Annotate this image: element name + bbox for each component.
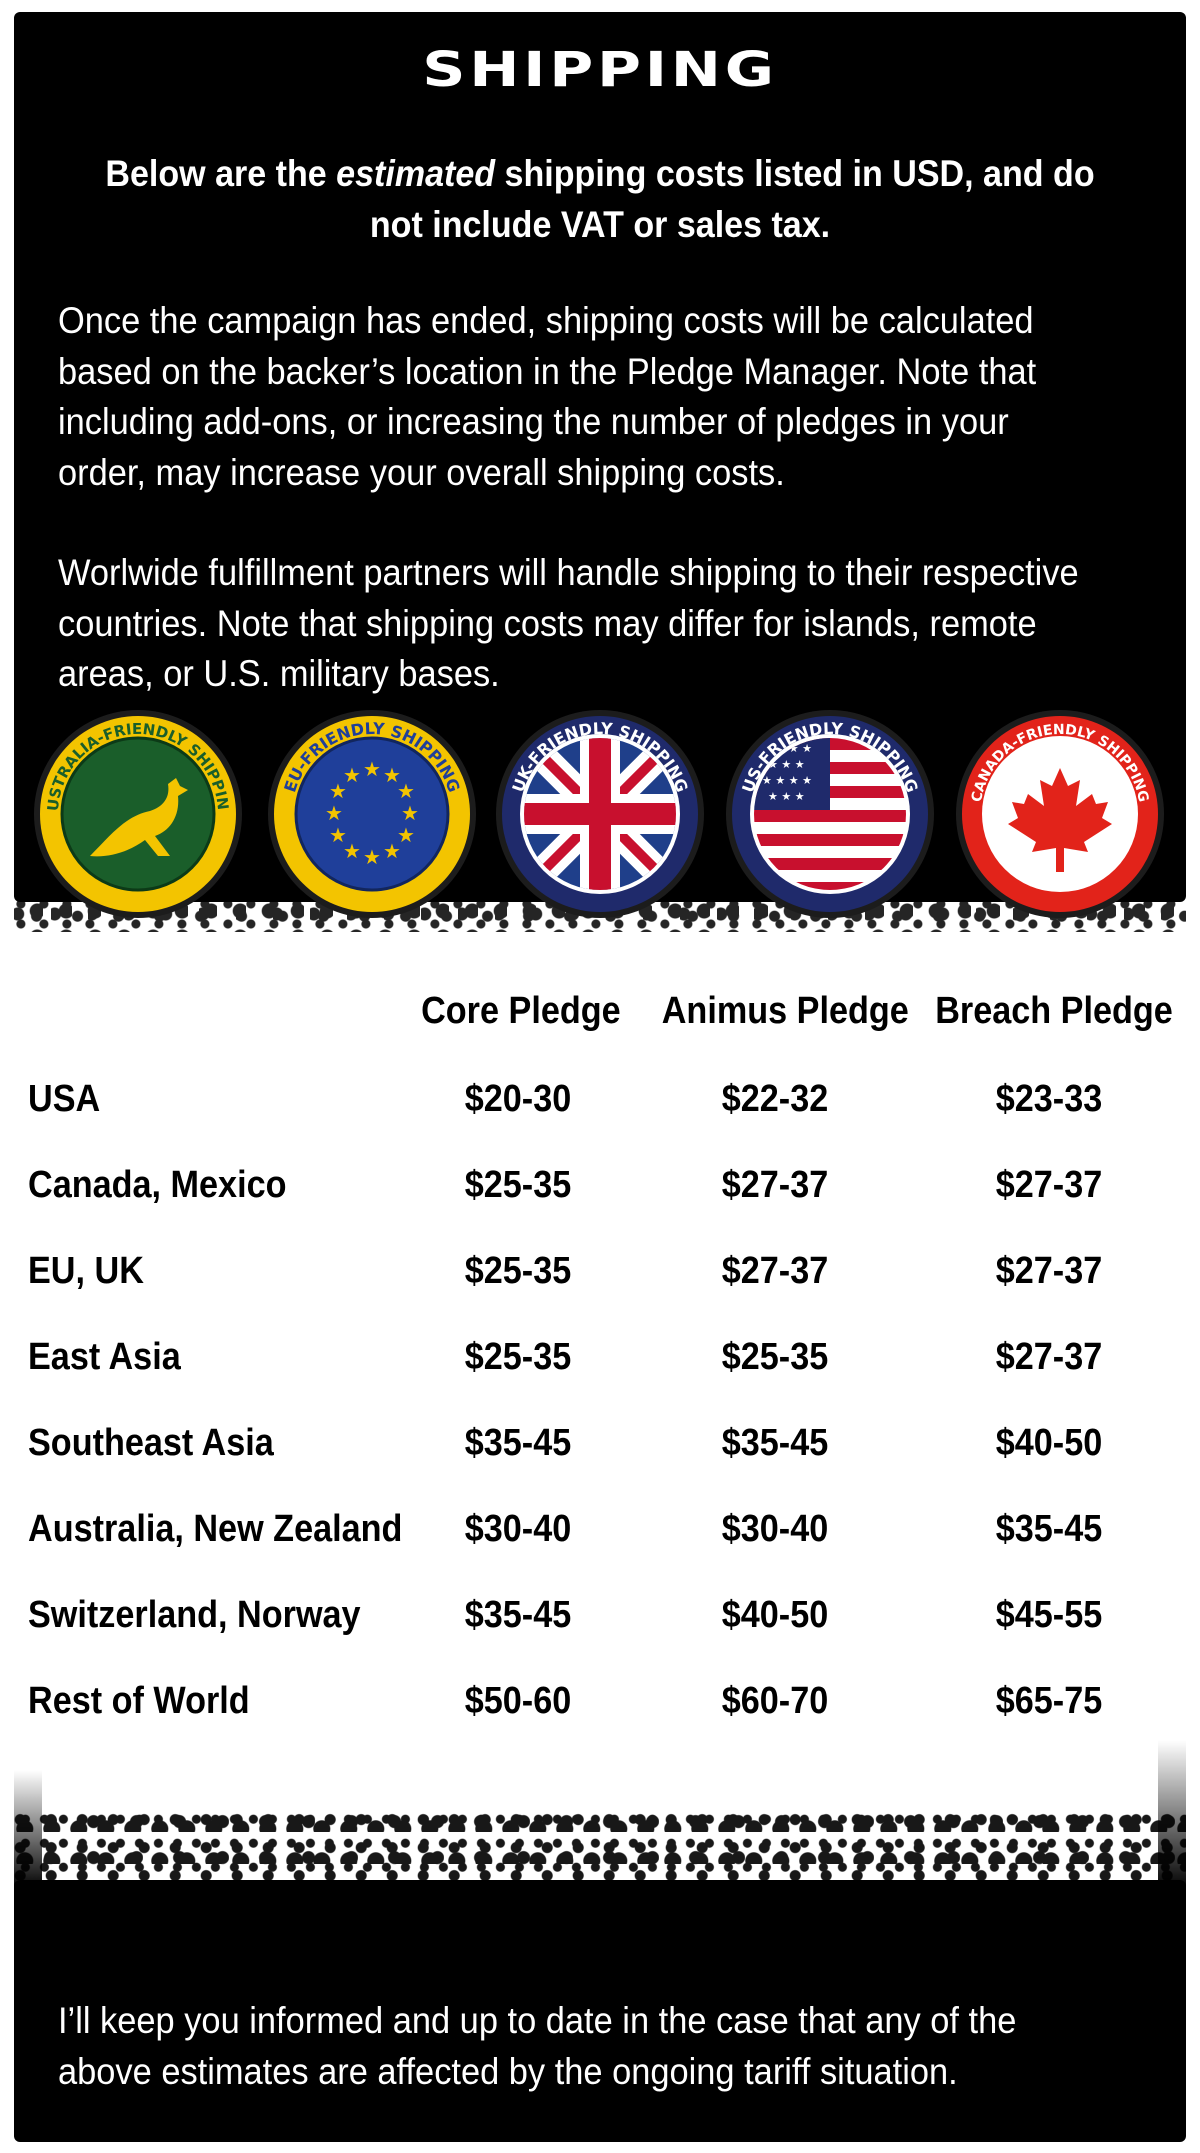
breach-cost-cell: $40-50 — [995, 1422, 1103, 1464]
intro-text: Below are the estimated shipping costs l… — [103, 148, 1097, 250]
fulfillment-paragraph: Worlwide fulfillment partners will handl… — [58, 552, 1079, 694]
svg-text:★: ★ — [363, 757, 381, 781]
calculation-paragraph: Once the campaign has ended, shipping co… — [58, 300, 1037, 493]
breach-cost-cell: $27-37 — [995, 1164, 1103, 1206]
maple-leaf-icon: CANADA-FRIENDLY SHIPPING — [956, 710, 1164, 918]
column-header-core: Core Pledge — [421, 990, 621, 1032]
breach-cost-cell: $27-37 — [995, 1336, 1103, 1378]
animus-cost-cell: $60-70 — [721, 1680, 829, 1722]
eu-stars-icon: ★★★ ★★★ ★★★ ★★★ EU-FRIENDLY SHIPPING — [268, 710, 476, 918]
svg-text:★: ★ — [383, 839, 401, 863]
breach-cost-cell: $45-55 — [995, 1594, 1103, 1636]
svg-text:★: ★ — [397, 779, 415, 803]
table-row: Rest of World $50-60 $60-70 $65-75 — [0, 1680, 1200, 1740]
table-row: EU, UK $25-35 $27-37 $27-37 — [0, 1250, 1200, 1310]
svg-text:★: ★ — [343, 839, 361, 863]
core-cost-cell: $35-45 — [464, 1594, 572, 1636]
table-row: East Asia $25-35 $25-35 $27-37 — [0, 1336, 1200, 1396]
animus-cost-cell: $27-37 — [721, 1164, 829, 1206]
union-jack-icon: UK-FRIENDLY SHIPPING — [496, 710, 704, 918]
footer-panel — [14, 1800, 1186, 2142]
page-title: SHIPPING — [422, 42, 778, 98]
animus-cost-cell: $35-45 — [721, 1422, 829, 1464]
core-cost-cell: $25-35 — [464, 1250, 572, 1292]
kangaroo-icon: AUSTRALIA-FRIENDLY SHIPPING — [24, 692, 242, 918]
region-cell: Rest of World — [28, 1680, 250, 1722]
svg-text:★: ★ — [329, 779, 347, 803]
svg-text:★: ★ — [363, 845, 381, 869]
svg-text:★ ★ ★ ★: ★ ★ ★ ★ — [762, 774, 812, 787]
animus-cost-cell: $25-35 — [721, 1336, 829, 1378]
column-header-breach: Breach Pledge — [935, 990, 1173, 1032]
svg-text:★: ★ — [325, 801, 343, 825]
animus-cost-cell: $22-32 — [721, 1078, 829, 1120]
region-cell: Canada, Mexico — [28, 1164, 287, 1206]
table-row: Switzerland, Norway $35-45 $40-50 $45-55 — [0, 1594, 1200, 1654]
eu-shipping-badge: ★★★ ★★★ ★★★ ★★★ EU-FRIENDLY SHIPPING — [264, 706, 480, 922]
svg-text:★: ★ — [343, 763, 361, 787]
svg-text:★: ★ — [401, 801, 419, 825]
core-cost-cell: $20-30 — [464, 1078, 572, 1120]
region-cell: East Asia — [28, 1336, 181, 1378]
svg-text:★: ★ — [397, 823, 415, 847]
tariff-note: I’ll keep you informed and up to date in… — [58, 2000, 1017, 2092]
region-cell: EU, UK — [28, 1250, 144, 1292]
canada-shipping-badge: CANADA-FRIENDLY SHIPPING — [952, 706, 1168, 922]
region-cell: Southeast Asia — [28, 1422, 274, 1464]
table-row: Australia, New Zealand $30-40 $30-40 $35… — [0, 1508, 1200, 1568]
shipping-badges: AUSTRALIA-FRIENDLY SHIPPING ★★★ ★★★ ★★★ … — [24, 692, 1170, 922]
animus-cost-cell: $27-37 — [721, 1250, 829, 1292]
svg-text:★ ★ ★: ★ ★ ★ — [768, 758, 805, 771]
core-cost-cell: $50-60 — [464, 1680, 572, 1722]
svg-text:★ ★ ★: ★ ★ ★ — [768, 790, 805, 803]
region-cell: USA — [28, 1078, 101, 1120]
animus-cost-cell: $30-40 — [721, 1508, 829, 1550]
intro-before: Below are the — [105, 153, 337, 194]
core-cost-cell: $25-35 — [464, 1164, 572, 1206]
us-flag-icon: ★ ★ ★ ★★ ★ ★ ★ ★ ★ ★★ ★ ★ US-FRIENDLY SH… — [726, 710, 934, 918]
breach-cost-cell: $27-37 — [995, 1250, 1103, 1292]
intro-after: shipping costs listed in USD, and do not… — [369, 153, 1095, 245]
breach-cost-cell: $23-33 — [995, 1078, 1103, 1120]
australia-shipping-badge: AUSTRALIA-FRIENDLY SHIPPING — [24, 692, 246, 922]
column-header-animus: Animus Pledge — [661, 990, 909, 1032]
core-cost-cell: $30-40 — [464, 1508, 572, 1550]
breach-cost-cell: $35-45 — [995, 1508, 1103, 1550]
core-cost-cell: $25-35 — [464, 1336, 572, 1378]
table-row: USA $20-30 $22-32 $23-33 — [0, 1078, 1200, 1138]
table-row: Southeast Asia $35-45 $35-45 $40-50 — [0, 1422, 1200, 1482]
intro-emphasis: estimated — [336, 153, 496, 194]
svg-text:★: ★ — [383, 763, 401, 787]
table-row: Canada, Mexico $25-35 $27-37 $27-37 — [0, 1164, 1200, 1224]
region-cell: Australia, New Zealand — [28, 1508, 403, 1550]
animus-cost-cell: $40-50 — [721, 1594, 829, 1636]
uk-shipping-badge: UK-FRIENDLY SHIPPING — [492, 706, 708, 922]
us-shipping-badge: ★ ★ ★ ★★ ★ ★ ★ ★ ★ ★★ ★ ★ US-FRIENDLY SH… — [722, 706, 938, 922]
core-cost-cell: $35-45 — [464, 1422, 572, 1464]
region-cell: Switzerland, Norway — [28, 1594, 361, 1636]
svg-text:★: ★ — [329, 823, 347, 847]
breach-cost-cell: $65-75 — [995, 1680, 1103, 1722]
